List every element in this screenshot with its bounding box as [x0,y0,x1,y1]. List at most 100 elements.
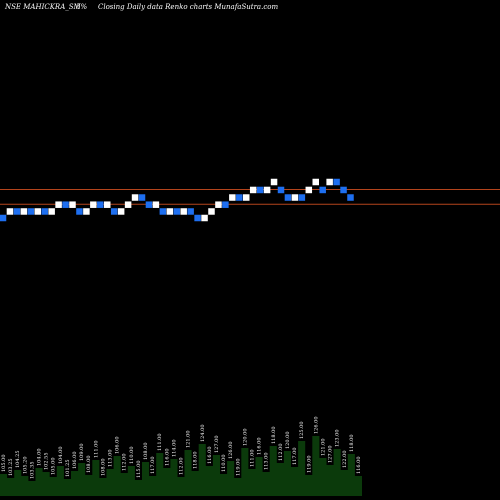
renko-brick [0,214,7,222]
renko-brick [166,208,174,215]
volume-label: 103.35 [29,462,35,480]
volume-label: 113.00 [264,453,270,471]
renko-brick [249,186,257,194]
renko-brick [152,201,160,208]
renko-brick [55,201,62,208]
volume-label: 124.00 [200,425,206,443]
volume-label: 104.00 [37,449,43,467]
volume-label: 121.00 [321,439,327,457]
volume-label: 117.00 [292,448,298,466]
volume-label: 111.00 [250,450,256,468]
volume-label: 126.00 [228,442,234,460]
renko-brick [236,194,243,201]
renko-brick [312,178,319,186]
chart-header-box: 5% [76,3,87,11]
renko-brick [229,194,236,201]
renko-brick [138,194,146,201]
volume-label: 125.00 [299,422,305,440]
renko-brick [83,208,90,215]
renko-brick [62,201,69,208]
renko-brick [48,208,55,215]
renko-brick [131,194,139,201]
volume-area [0,436,362,496]
volume-label: 116.00 [356,457,362,475]
volume-label: 109.00 [79,444,85,462]
volume-label: 111.00 [157,434,163,452]
volume-label: 106.00 [115,437,121,455]
volume-label: 111.00 [93,441,99,459]
renko-brick [201,214,208,222]
volume-label: 119.00 [235,459,241,477]
renko-brick [173,208,180,215]
volume-label: 118.00 [271,427,277,445]
renko-brick [291,194,299,201]
renko-bricks [0,178,354,222]
renko-brick [298,194,306,201]
volume-label: 105.00 [51,458,57,476]
volume-label: 103.25 [8,459,14,477]
renko-brick [180,208,187,215]
volume-label: 110.00 [129,447,135,465]
volume-label: 119.00 [306,456,312,474]
volume-label: 108.00 [100,459,106,477]
renko-brick [215,201,222,208]
renko-brick [333,178,340,186]
renko-brick [124,201,132,208]
renko-brick [277,186,285,194]
renko-brick [6,208,14,215]
volume-label: 110.00 [221,455,227,473]
renko-brick [270,178,278,186]
volume-label: 127.00 [328,446,334,464]
volume-label: 105.00 [1,455,7,473]
renko-brick [104,201,111,208]
renko-brick [263,186,271,194]
volume-label: 126.00 [313,417,319,435]
renko-brick [347,194,354,201]
volume-label: 120.00 [242,429,248,447]
renko-brick [76,208,83,215]
volume-label: 118.00 [193,452,199,470]
volume-label: 123.00 [335,430,341,448]
renko-brick [222,201,229,208]
volume-label: 118.00 [349,435,355,453]
renko-brick [159,208,167,215]
volume-label: 108.00 [143,443,149,461]
renko-brick [20,208,28,215]
renko-brick [284,194,292,201]
volume-label: 105.20 [22,457,28,475]
renko-brick [305,186,313,194]
volume-label: 102.55 [44,453,50,471]
volume-label: 112.00 [278,444,284,462]
volume-label: 127.00 [214,436,220,454]
renko-brick [243,194,250,201]
renko-brick [194,214,201,222]
renko-brick [90,201,97,208]
volume-label: 116.00 [207,447,213,465]
renko-brick [41,208,48,215]
renko-brick [326,178,333,186]
volume-label: 114.00 [171,440,177,458]
volume-label: 115.00 [136,461,142,479]
volume-label: 112.00 [179,458,185,476]
renko-brick [319,186,326,194]
volume-label: 101.25 [65,460,71,478]
renko-brick [187,208,194,215]
renko-brick [27,208,35,215]
renko-brick [256,186,264,194]
renko-brick [145,201,153,208]
volume-label: 104.00 [58,447,64,465]
chart-header-symbol: NSE MAHICKRA_SM [4,3,82,11]
renko-brick [97,201,104,208]
volume-bars [0,436,362,496]
volume-label: 106.00 [72,452,78,470]
volume-label: 120.00 [285,432,291,450]
renko-brick [117,208,125,215]
renko-brick [34,208,41,215]
volume-label: 121.00 [186,431,192,449]
volume-label: 116.00 [164,449,170,467]
renko-brick [69,201,76,208]
renko-brick [340,186,347,194]
